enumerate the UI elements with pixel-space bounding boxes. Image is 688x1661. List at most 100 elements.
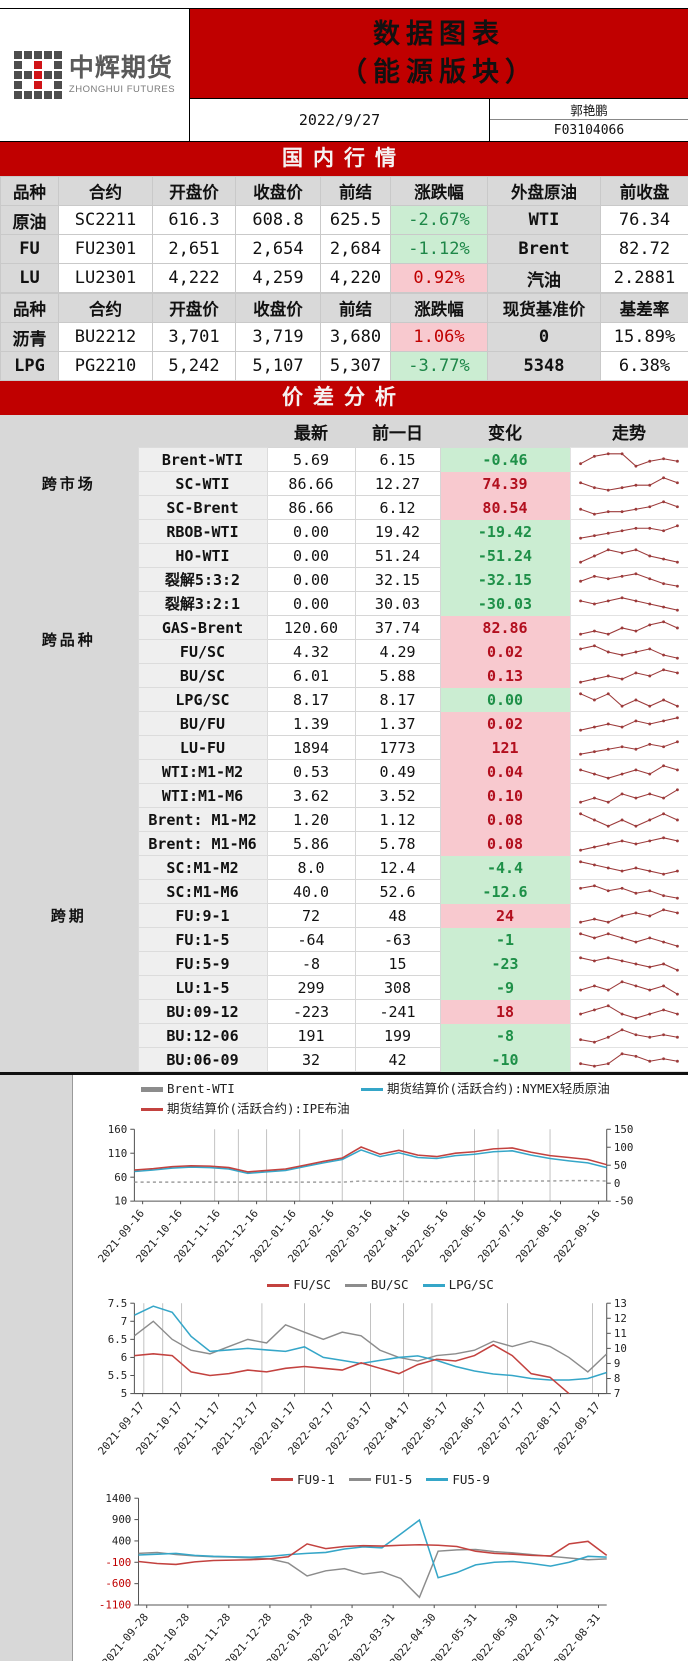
prev-day-cell: 5.78: [354, 831, 441, 856]
logo-cn-text: 中辉期货: [68, 53, 173, 82]
legend-item: FU5-9: [426, 1470, 490, 1490]
change-cell: -23: [440, 951, 570, 976]
spread-name-cell: FU:1-5: [137, 927, 268, 952]
column-header: 合约: [58, 176, 153, 206]
value-cell: 3,680: [320, 322, 391, 352]
trend-cell: [569, 615, 688, 640]
change-cell: 121: [440, 735, 570, 760]
latest-cell: -223: [266, 999, 356, 1024]
value-cell: BU2212: [58, 322, 153, 352]
spread-name-cell: FU/SC: [137, 639, 268, 664]
prev-day-cell: 1773: [354, 735, 441, 760]
change-cell: -0.46: [440, 447, 570, 472]
latest-cell: 1.39: [266, 711, 356, 736]
spread-name-cell: BU:12-06: [137, 1023, 268, 1048]
trend-sparkline: [579, 524, 679, 540]
column-header: 现货基准价: [487, 293, 601, 323]
change-cell: -10: [440, 1047, 570, 1072]
column-header: 收盘价: [235, 293, 321, 323]
spread-name-cell: WTI:M1-M2: [137, 759, 268, 784]
trend-cell: [569, 735, 688, 760]
legend-label: BU/SC: [370, 1277, 409, 1293]
spread-name-cell: SC:M1-M6: [137, 879, 268, 904]
trend-cell: [569, 687, 688, 712]
spread-name-cell: BU:09-12: [137, 999, 268, 1024]
trend-cell: [569, 927, 688, 952]
prev-day-cell: 12.4: [354, 855, 441, 880]
change-cell: -32.15: [440, 567, 570, 592]
trend-sparkline: [579, 764, 679, 780]
report-title-line2: （能源版块）: [340, 56, 538, 87]
trend-sparkline: [579, 476, 679, 492]
spread-row: BU:06-09 32 42 -10: [0, 1047, 688, 1072]
section-banner-spread-analysis: 价差分析: [0, 381, 688, 415]
spread-row: SC:M1-M6 40.0 52.6 -12.6: [0, 879, 688, 904]
change-cell: -1: [440, 927, 570, 952]
change-pct-cell: -3.77%: [390, 351, 488, 381]
prev-day-cell: 6.12: [354, 495, 441, 520]
spread-name-cell: Brent: M1-M6: [137, 831, 268, 856]
spread-row: BU/FU 1.39 1.37 0.02: [0, 711, 688, 736]
latest-cell: 0.00: [266, 567, 356, 592]
value-cell: 4,222: [152, 263, 236, 293]
spread-header-row: 最新 前一日 变化 走势: [0, 415, 688, 448]
spread-row: FU:9-1 72 48 24: [0, 903, 688, 928]
table-row: LPG PG2210 5,242 5,107 5,307 -3.77% 5348 6.38%: [0, 351, 688, 381]
svg-text:8: 8: [614, 1372, 620, 1385]
trend-cell: [569, 567, 688, 592]
spread-name-cell: LU-FU: [137, 735, 268, 760]
value-cell: Brent: [487, 234, 601, 264]
spread-row: 裂解3:2:1 0.00 30.03 -30.03: [0, 591, 688, 616]
market-header-row: 品种 合约 开盘价 收盘价 前结 涨跌幅 现货基准价 基差率: [0, 293, 688, 323]
prev-day-cell: 51.24: [354, 543, 441, 568]
spread-name-cell: Brent-WTI: [137, 447, 268, 472]
spread-name-cell: SC:M1-M2: [137, 855, 268, 880]
section-banner-domestic-market: 国内行情: [0, 140, 688, 176]
trend-cell: [569, 999, 688, 1024]
latest-cell: 1894: [266, 735, 356, 760]
variety-cell: LPG: [0, 351, 59, 381]
legend-label: FU1-5: [374, 1471, 413, 1487]
svg-text:60: 60: [114, 1171, 127, 1184]
trend-cell: [569, 879, 688, 904]
trend-cell: [569, 639, 688, 664]
svg-text:2021-09-28: 2021-09-28: [99, 1610, 151, 1661]
change-cell: 82.86: [440, 615, 570, 640]
change-cell: -51.24: [440, 543, 570, 568]
market-header-row: 品种 合约 开盘价 收盘价 前结 涨跌幅 外盘原油 前收盘: [0, 176, 688, 206]
latest-cell: 0.00: [266, 519, 356, 544]
trend-sparkline: [579, 884, 679, 900]
series-FU/SC: [134, 1343, 570, 1395]
trend-cell: [569, 519, 688, 544]
value-cell: 4,259: [235, 263, 321, 293]
column-header: 前收盘: [600, 176, 688, 206]
trend-sparkline: [579, 572, 679, 588]
change-cell: -9: [440, 975, 570, 1000]
column-header: 前结: [320, 293, 391, 323]
change-cell: 0.13: [440, 663, 570, 688]
legend-item: FU1-5: [348, 1470, 413, 1490]
svg-text:0: 0: [614, 1177, 620, 1190]
svg-text:100: 100: [614, 1141, 633, 1154]
company-logo: 中辉期货 ZHONGHUI FUTURES: [0, 9, 190, 141]
prev-day-cell: 308: [354, 975, 441, 1000]
svg-text:160: 160: [108, 1123, 127, 1136]
spread-row: Brent: M1-M2 1.20 1.12 0.08: [0, 807, 688, 832]
legend-label: LPG/SC: [448, 1277, 494, 1293]
prev-day-cell: 37.74: [354, 615, 441, 640]
change-cell: -19.42: [440, 519, 570, 544]
svg-text:11: 11: [614, 1327, 627, 1340]
latest-cell: 72: [266, 903, 356, 928]
trend-sparkline: [579, 1052, 679, 1068]
prev-day-cell: 8.17: [354, 687, 441, 712]
spread-name-cell: RBOB-WTI: [137, 519, 268, 544]
spread-name-cell: LU:1-5: [137, 975, 268, 1000]
prev-day-cell: 19.42: [354, 519, 441, 544]
change-cell: -30.03: [440, 591, 570, 616]
trend-sparkline: [579, 980, 679, 996]
latest-cell: 5.86: [266, 831, 356, 856]
trend-sparkline: [579, 788, 679, 804]
trend-cell: [569, 663, 688, 688]
value-cell: 5,307: [320, 351, 391, 381]
svg-text:-50: -50: [614, 1195, 633, 1208]
